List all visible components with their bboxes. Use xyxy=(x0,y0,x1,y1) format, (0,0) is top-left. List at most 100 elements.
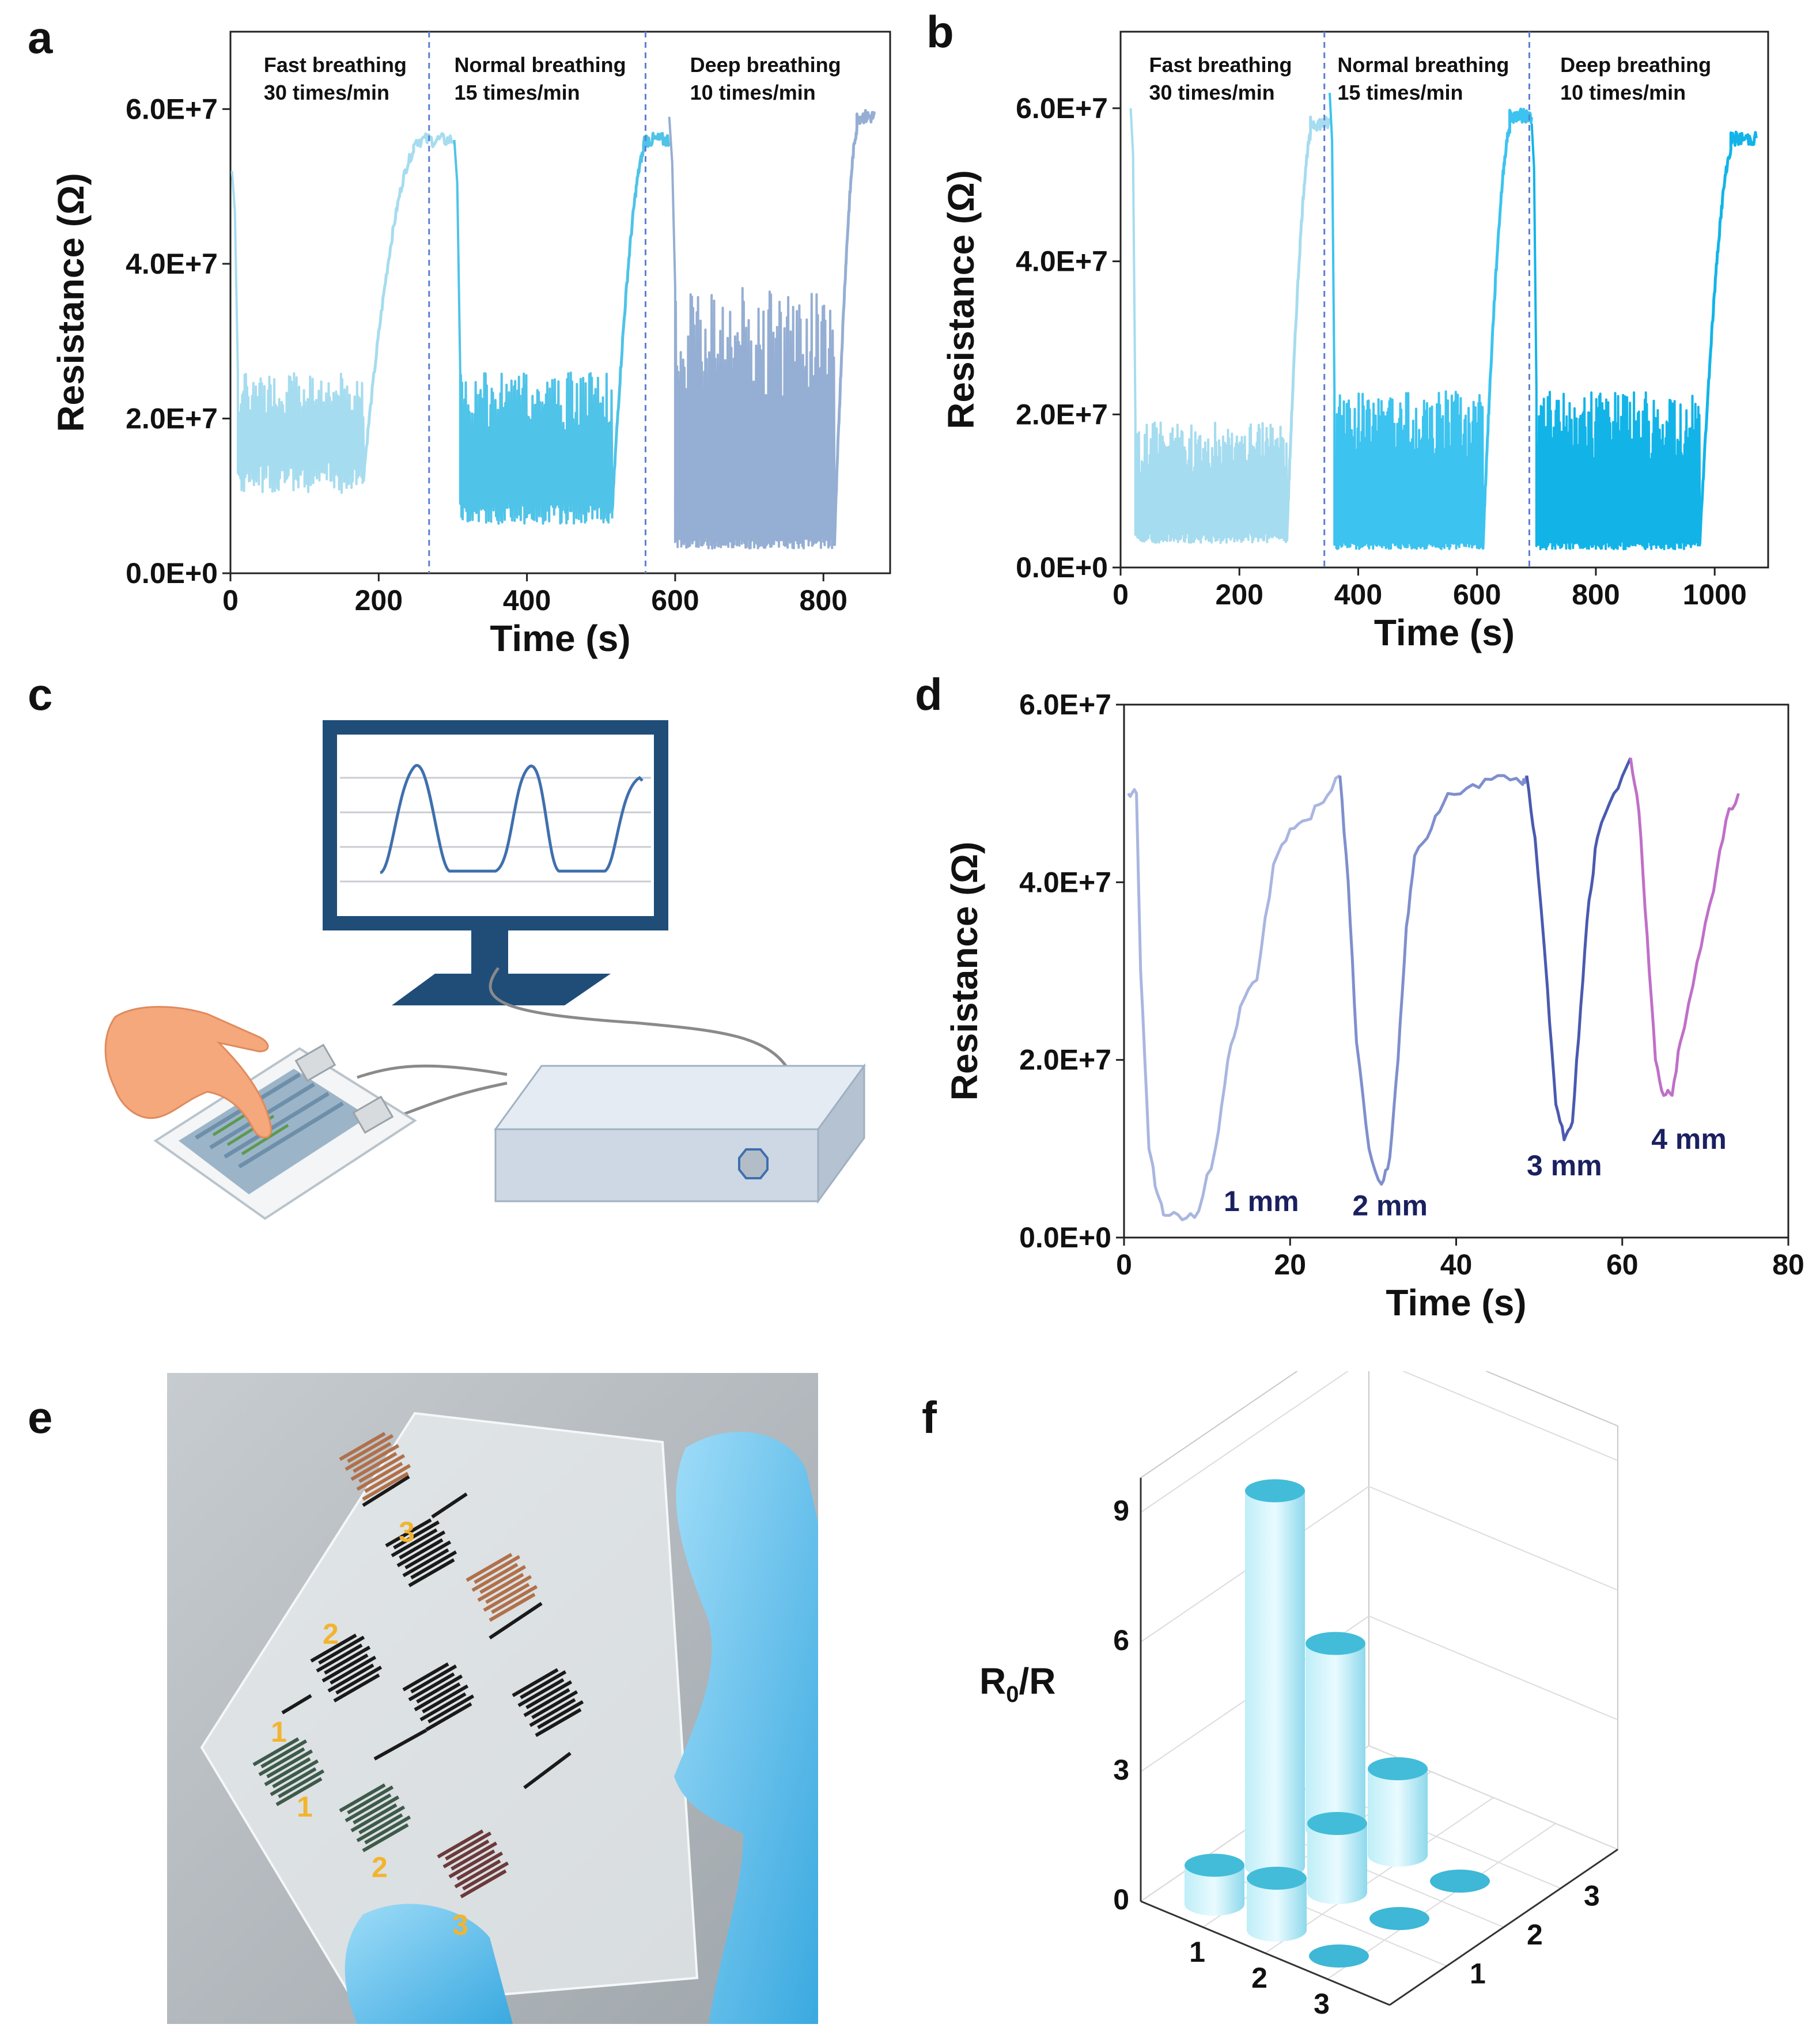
y-axis-title: Resistance (Ω) xyxy=(944,842,985,1101)
z-axis-title: R0/R xyxy=(979,1660,1055,1707)
annotation-text: 10 times/min xyxy=(690,81,816,104)
x-axis-title: Time (s) xyxy=(1386,1282,1526,1323)
annotation-text: 30 times/min xyxy=(1149,81,1274,104)
annotation-text: Normal breathing xyxy=(1337,53,1509,77)
y-tick-label: 6.0E+7 xyxy=(1019,688,1111,721)
chart-b: 0 200 400 600 800 1000 0.0E+0 2.0E+7 4.0E+7 6.0E+… xyxy=(940,31,1769,653)
panel-label-f: f xyxy=(922,1392,937,1443)
y-category-label: 3 xyxy=(1584,1880,1600,1912)
bar-cylinder xyxy=(1306,1643,1365,1841)
series-4-mm xyxy=(1629,758,1740,1097)
series-rise xyxy=(1285,115,1331,542)
series-deep-breathing xyxy=(1530,123,1701,551)
series-rise xyxy=(833,109,876,546)
z-tick-label: 0 xyxy=(1113,1883,1129,1916)
photo-label: 3 xyxy=(399,1516,415,1548)
y-tick-label: 0.0E+0 xyxy=(1016,551,1108,584)
annotation-text: 10 times/min xyxy=(1560,81,1686,104)
bar-top xyxy=(1368,1757,1428,1780)
plot-frame xyxy=(229,31,891,574)
bar-top xyxy=(1245,1479,1305,1503)
annotation-text: Fast breathing xyxy=(264,53,407,77)
annotation-text: Fast breathing xyxy=(1149,53,1292,77)
z-tick-label: 3 xyxy=(1113,1754,1129,1786)
sensor-array-photo: 3 2 1 1 2 3 xyxy=(167,1373,818,2024)
chart-d: 0 20 40 60 80 0.0E+0 2.0E+7 4.0E+7 6.0E+7 Time (s… xyxy=(944,688,1804,1323)
y-axis-title: Resistance (Ω) xyxy=(50,173,92,432)
photo-label: 2 xyxy=(372,1851,388,1883)
x-tick-label: 600 xyxy=(1453,578,1501,611)
panel-label-a: a xyxy=(28,12,53,63)
annotation-text: 15 times/min xyxy=(1337,81,1463,104)
y-tick-label: 6.0E+7 xyxy=(126,93,218,125)
x-tick-label: 0 xyxy=(1116,1248,1132,1281)
series-normal-breathing xyxy=(453,139,614,525)
bar-base-disc xyxy=(1369,1907,1429,1930)
schematic-illustration xyxy=(104,720,866,1220)
y-tick-label: 4.0E+7 xyxy=(1019,866,1111,898)
series-rise xyxy=(1481,107,1534,550)
y-tick-label: 2.0E+7 xyxy=(1019,1044,1111,1076)
series-3-mm xyxy=(1525,757,1632,1141)
instrument-box xyxy=(494,1063,866,1204)
x-axis-title: Time (s) xyxy=(490,618,630,659)
series-fast-breathing xyxy=(1129,108,1288,544)
x-tick-label: 800 xyxy=(1572,578,1620,611)
x-tick-label: 600 xyxy=(651,584,699,616)
series-label: 4 mm xyxy=(1651,1123,1727,1155)
chart-a: 0 200 400 600 800 0.0E+0 2.0E+7 4.0E+7 6.0E+7 Tim… xyxy=(50,31,891,659)
panel-label-b: b xyxy=(926,6,954,57)
z-grid xyxy=(1368,1486,1618,1591)
bar-cylinder xyxy=(1245,1490,1305,1878)
series-1-mm xyxy=(1127,774,1341,1221)
x-tick-label: 800 xyxy=(799,584,847,616)
photo-number-labels: 3 2 1 1 2 3 xyxy=(271,1516,468,1941)
y-tick-label: 6.0E+7 xyxy=(1016,92,1108,124)
bar-base-disc xyxy=(1430,1870,1490,1893)
x-tick-label: 1000 xyxy=(1683,578,1747,611)
annotation-text: 15 times/min xyxy=(455,81,580,104)
y-tick-label: 2.0E+7 xyxy=(126,402,218,434)
series-rise xyxy=(1698,130,1758,546)
series-label: 3 mm xyxy=(1527,1149,1602,1182)
z-grid xyxy=(1402,1371,1618,1461)
photo-label: 2 xyxy=(323,1618,339,1650)
y-tick-label: 0.0E+0 xyxy=(126,557,218,589)
x-category-label: 2 xyxy=(1251,1962,1267,1994)
plot-frame xyxy=(1119,31,1769,569)
photo-label: 3 xyxy=(452,1909,468,1941)
x-tick-label: 0 xyxy=(1113,578,1129,611)
bar-top xyxy=(1307,1812,1367,1835)
series-rise xyxy=(362,132,456,479)
series-2-mm xyxy=(1338,774,1528,1186)
photo-label: 1 xyxy=(297,1791,313,1823)
x-axis-title: Time (s) xyxy=(1374,612,1515,653)
x-axis xyxy=(1140,1900,1390,2006)
x-tick-label: 60 xyxy=(1606,1248,1639,1281)
x-tick-label: 400 xyxy=(1334,578,1382,611)
x-tick-label: 400 xyxy=(503,584,551,616)
plot-frame xyxy=(1123,703,1789,1239)
panel-label-e: e xyxy=(28,1392,53,1443)
x-category-label: 1 xyxy=(1189,1936,1205,1968)
bar-top xyxy=(1247,1867,1307,1890)
z-tick-label: 9 xyxy=(1113,1495,1129,1527)
bar-cylinder xyxy=(1307,1823,1367,1904)
photo-label: 1 xyxy=(271,1716,287,1748)
annotation-text: Deep breathing xyxy=(1560,53,1711,77)
bar-top xyxy=(1306,1632,1365,1655)
z-tick-label: 6 xyxy=(1113,1624,1129,1656)
x-tick-label: 20 xyxy=(1274,1248,1306,1281)
y-axis-title: Resistance (Ω) xyxy=(940,170,982,429)
bar-cylinder xyxy=(1185,1865,1244,1916)
x-tick-label: 80 xyxy=(1772,1248,1804,1281)
bar-cylinder xyxy=(1247,1878,1307,1942)
y-category-label: 1 xyxy=(1470,1958,1486,1990)
panel-label-c: c xyxy=(28,669,53,720)
annotation-text: Normal breathing xyxy=(455,53,626,77)
x-tick-label: 200 xyxy=(1216,578,1263,611)
hand-icon xyxy=(104,1006,273,1138)
series-label: 2 mm xyxy=(1352,1189,1428,1221)
